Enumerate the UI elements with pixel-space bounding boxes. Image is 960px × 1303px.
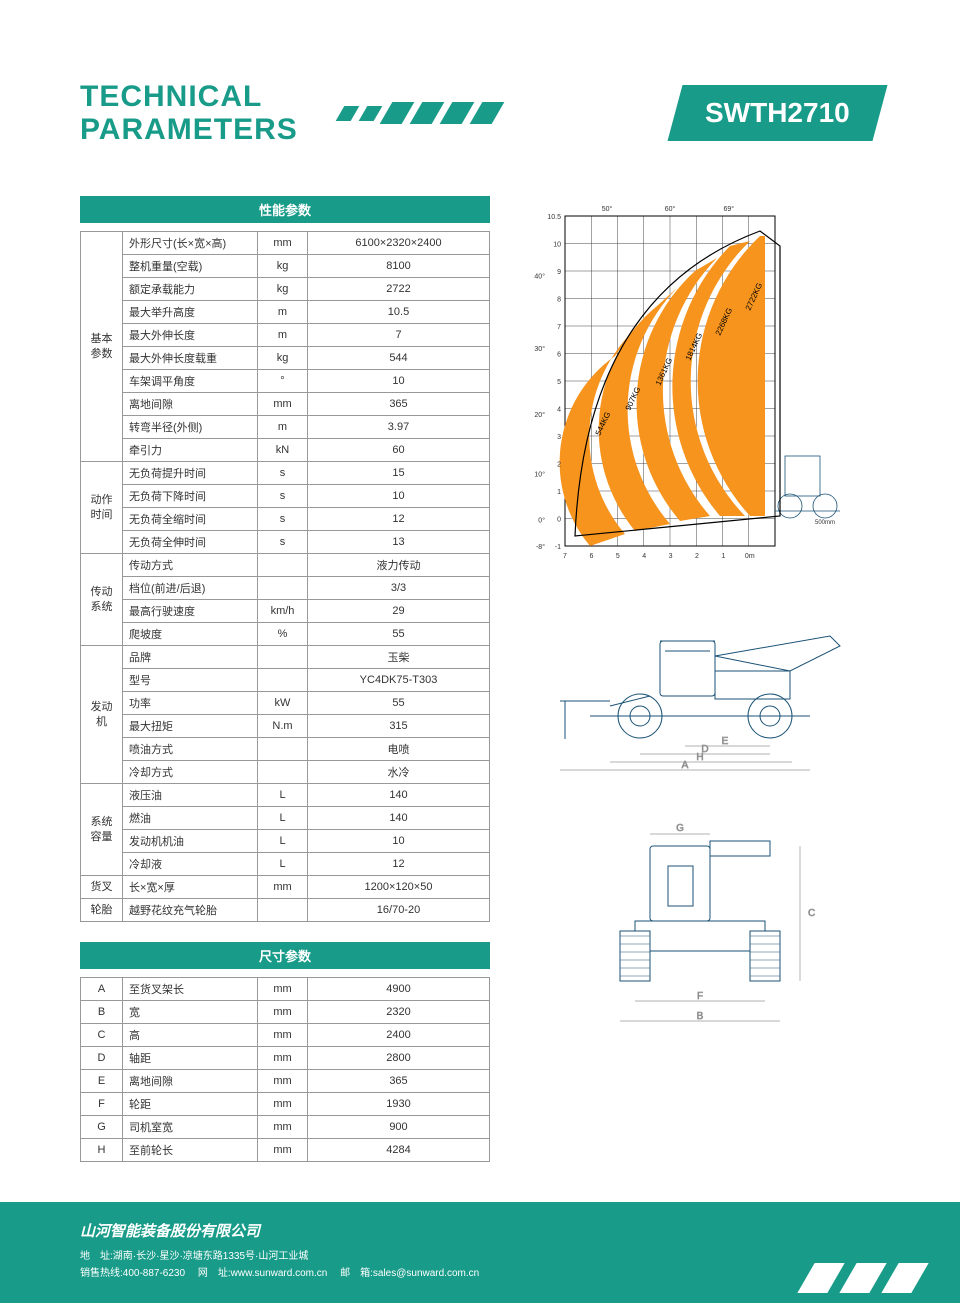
svg-text:1: 1 bbox=[721, 553, 725, 560]
svg-text:3: 3 bbox=[669, 553, 673, 560]
table-row: 额定承载能力kg2722 bbox=[81, 278, 490, 301]
table-row: 最大举升高度m10.5 bbox=[81, 301, 490, 324]
svg-text:20°: 20° bbox=[534, 411, 545, 419]
table-row: 最大外伸长度m7 bbox=[81, 324, 490, 347]
table-row: B宽mm2320 bbox=[81, 1001, 490, 1024]
performance-table-header: 性能参数 bbox=[80, 196, 490, 223]
table-row: 车架调平角度°10 bbox=[81, 370, 490, 393]
svg-text:500mm: 500mm bbox=[815, 520, 835, 526]
svg-text:0°: 0° bbox=[538, 517, 545, 525]
svg-text:30°: 30° bbox=[534, 345, 545, 353]
product-model-badge: SWTH2710 bbox=[668, 85, 888, 141]
svg-text:0m: 0m bbox=[745, 553, 755, 560]
table-row: 牵引力kN60 bbox=[81, 439, 490, 462]
page-header: TECHNICAL PARAMETERS SWTH2710 bbox=[80, 80, 880, 146]
svg-text:C: C bbox=[808, 908, 815, 919]
svg-text:69°: 69° bbox=[724, 205, 735, 213]
company-name: 山河智能装备股份有限公司 bbox=[80, 1220, 880, 1241]
table-row: 系统容量液压油L140 bbox=[81, 784, 490, 807]
svg-text:F: F bbox=[697, 991, 703, 1002]
table-row: 最高行驶速度km/h29 bbox=[81, 600, 490, 623]
svg-text:3: 3 bbox=[557, 434, 561, 441]
title-line-1: TECHNICAL bbox=[80, 80, 320, 113]
svg-text:5: 5 bbox=[616, 553, 620, 560]
svg-text:G: G bbox=[676, 823, 684, 834]
table-row: 货叉长×宽×厚mm1200×120×50 bbox=[81, 876, 490, 899]
table-row: 整机重量(空载)kg8100 bbox=[81, 255, 490, 278]
table-row: 发动机机油L10 bbox=[81, 830, 490, 853]
page-footer: 山河智能装备股份有限公司 地 址:湖南·长沙·星沙·凉塘东路1335号·山河工业… bbox=[0, 1202, 960, 1303]
table-row: 动作时间无负荷提升时间s15 bbox=[81, 462, 490, 485]
table-row: 冷却液L12 bbox=[81, 853, 490, 876]
table-row: 基本参数外形尺寸(长×宽×高)mm6100×2320×2400 bbox=[81, 232, 490, 255]
svg-text:-1: -1 bbox=[555, 544, 561, 551]
svg-text:9: 9 bbox=[557, 269, 561, 276]
side-view-diagram: E D H A bbox=[520, 621, 880, 781]
svg-text:H: H bbox=[696, 752, 703, 763]
dimensions-table-header: 尺寸参数 bbox=[80, 942, 490, 969]
svg-text:60°: 60° bbox=[665, 205, 676, 213]
table-row: E离地间隙mm365 bbox=[81, 1070, 490, 1093]
svg-text:6: 6 bbox=[557, 352, 561, 359]
dimensions-table: A至货叉架长mm4900B宽mm2320C高mm2400D轴距mm2800E离地… bbox=[80, 977, 490, 1162]
title-line-2: PARAMETERS bbox=[80, 113, 320, 146]
contact-line: 销售热线:400-887-6230 网 址:www.sunward.com.cn… bbox=[80, 1264, 880, 1279]
table-row: 传动系统传动方式液力传动 bbox=[81, 554, 490, 577]
table-row: 发动机品牌玉柴 bbox=[81, 646, 490, 669]
svg-text:7: 7 bbox=[557, 324, 561, 331]
svg-text:50°: 50° bbox=[602, 205, 613, 213]
table-row: 最大扭矩N.m315 bbox=[81, 715, 490, 738]
table-row: 型号YC4DK75-T303 bbox=[81, 669, 490, 692]
svg-text:B: B bbox=[697, 1011, 704, 1022]
svg-text:-8°: -8° bbox=[536, 543, 545, 551]
table-row: 离地间隙mm365 bbox=[81, 393, 490, 416]
table-row: C高mm2400 bbox=[81, 1024, 490, 1047]
table-row: 无负荷全伸时间s13 bbox=[81, 531, 490, 554]
table-row: 爬坡度%55 bbox=[81, 623, 490, 646]
table-row: 冷却方式水冷 bbox=[81, 761, 490, 784]
svg-text:10.5: 10.5 bbox=[547, 214, 561, 221]
table-row: 转弯半径(外侧)m3.97 bbox=[81, 416, 490, 439]
svg-text:4: 4 bbox=[557, 407, 561, 414]
table-row: F轮距mm1930 bbox=[81, 1093, 490, 1116]
table-row: 燃油L140 bbox=[81, 807, 490, 830]
tables-column: 性能参数 基本参数外形尺寸(长×宽×高)mm6100×2320×2400整机重量… bbox=[80, 196, 490, 1162]
table-row: 轮胎越野花纹充气轮胎16/70-20 bbox=[81, 899, 490, 922]
table-row: G司机室宽mm900 bbox=[81, 1116, 490, 1139]
load-chart-diagram: 544KG907KG1361KG1814KG2268KG2722KG-10123… bbox=[520, 196, 880, 596]
svg-text:0: 0 bbox=[557, 517, 561, 524]
address-line: 地 址:湖南·长沙·星沙·凉塘东路1335号·山河工业城 bbox=[80, 1247, 880, 1262]
table-row: 最大外伸长度载重kg544 bbox=[81, 347, 490, 370]
svg-text:1: 1 bbox=[557, 489, 561, 496]
table-row: 无负荷下降时间s10 bbox=[81, 485, 490, 508]
svg-text:2: 2 bbox=[557, 462, 561, 469]
svg-text:40°: 40° bbox=[534, 272, 545, 280]
table-row: A至货叉架长mm4900 bbox=[81, 978, 490, 1001]
svg-text:E: E bbox=[722, 736, 729, 747]
svg-text:6: 6 bbox=[589, 553, 593, 560]
performance-table: 基本参数外形尺寸(长×宽×高)mm6100×2320×2400整机重量(空载)k… bbox=[80, 231, 490, 922]
svg-text:5: 5 bbox=[557, 379, 561, 386]
decorative-stripes bbox=[340, 102, 675, 124]
svg-text:10°: 10° bbox=[534, 470, 545, 478]
diagrams-column: 544KG907KG1361KG1814KG2268KG2722KG-10123… bbox=[520, 196, 880, 1162]
front-view-diagram: G C F B bbox=[520, 816, 880, 1066]
table-row: D轴距mm2800 bbox=[81, 1047, 490, 1070]
footer-stripes bbox=[794, 1263, 920, 1293]
svg-text:4: 4 bbox=[642, 553, 646, 560]
svg-text:8: 8 bbox=[557, 297, 561, 304]
svg-text:2: 2 bbox=[695, 553, 699, 560]
table-row: 功率kW55 bbox=[81, 692, 490, 715]
table-row: 无负荷全缩时间s12 bbox=[81, 508, 490, 531]
svg-text:A: A bbox=[682, 760, 689, 771]
svg-text:10: 10 bbox=[553, 242, 561, 249]
table-row: 喷油方式电喷 bbox=[81, 738, 490, 761]
svg-text:7: 7 bbox=[563, 553, 567, 560]
title-block: TECHNICAL PARAMETERS bbox=[80, 80, 320, 146]
table-row: 档位(前进/后退)3/3 bbox=[81, 577, 490, 600]
table-row: H至前轮长mm4284 bbox=[81, 1139, 490, 1162]
